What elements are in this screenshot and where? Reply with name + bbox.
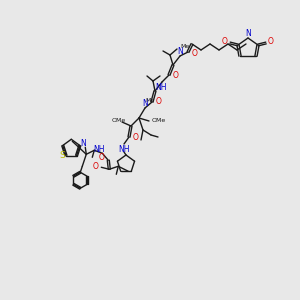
Text: O: O (268, 38, 274, 46)
Text: Me: Me (180, 44, 190, 50)
Text: Me: Me (146, 98, 154, 103)
Text: O: O (173, 70, 179, 80)
Text: NH: NH (155, 82, 167, 91)
Text: OMe: OMe (112, 118, 126, 122)
Text: O: O (133, 133, 139, 142)
Text: O: O (156, 98, 162, 106)
Text: N: N (245, 29, 251, 38)
Text: N: N (142, 98, 148, 107)
Text: NH: NH (94, 145, 105, 154)
Text: NH: NH (118, 145, 130, 154)
Text: S: S (59, 151, 65, 160)
Text: O: O (98, 153, 104, 162)
Text: OMe: OMe (152, 118, 166, 124)
Text: N: N (177, 46, 183, 56)
Text: O: O (92, 162, 98, 171)
Text: N: N (80, 139, 86, 148)
Text: O: O (192, 49, 198, 58)
Text: O: O (222, 38, 228, 46)
